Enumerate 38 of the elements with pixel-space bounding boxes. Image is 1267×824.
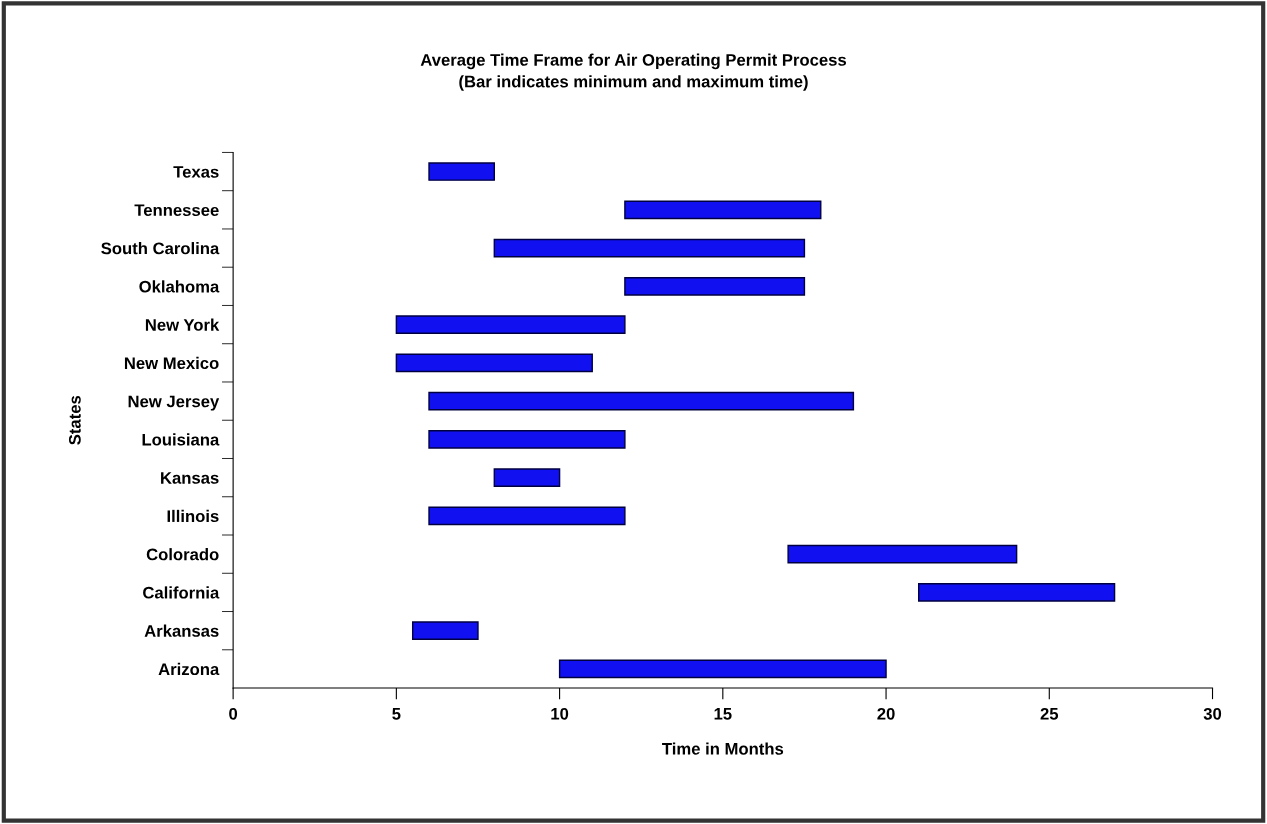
y-tick-label: New Mexico — [124, 356, 219, 370]
bar — [493, 468, 561, 487]
bar — [787, 544, 1018, 564]
bar — [428, 430, 626, 449]
x-tick-label: 10 — [551, 707, 569, 720]
x-tick-label: 20 — [877, 707, 895, 720]
x-tick-label: 15 — [714, 708, 732, 720]
y-tick-label: New York — [145, 318, 220, 331]
x-tick-label: 5 — [392, 708, 401, 720]
bar — [395, 353, 593, 373]
y-tick-label: California — [143, 586, 220, 599]
y-tick-label: Illinois — [167, 509, 219, 523]
y-tick-label: New Jersey — [128, 395, 220, 411]
chart-title: Average Time Frame for Air Operating Permit Process (Bar indicates minimum and maximum time) — [420, 53, 847, 91]
y-tick-label: Colorado — [146, 548, 219, 561]
bar — [624, 200, 822, 220]
bar — [493, 238, 806, 258]
bar — [428, 506, 626, 526]
x-axis-title: Time in Months — [662, 742, 784, 755]
bar — [411, 621, 479, 640]
bar — [558, 659, 887, 679]
bar — [428, 162, 495, 181]
bar — [624, 277, 806, 296]
x-tick-label: 0 — [229, 707, 238, 720]
y-tick-label: Kansas — [161, 472, 219, 484]
bar — [428, 391, 855, 411]
y-tick-label: South Carolina — [101, 242, 220, 255]
bar — [918, 583, 1116, 602]
y-tick-label: Tennessee — [134, 204, 219, 217]
x-tick-label: 30 — [1203, 707, 1222, 720]
y-tick-label: Arkansas — [144, 624, 219, 637]
y-tick-label: Oklahoma — [139, 280, 220, 293]
bar — [395, 315, 626, 334]
y-tick-label: Louisiana — [142, 433, 220, 446]
y-tick-label: Texas — [173, 166, 219, 178]
x-tick-label: 25 — [1040, 707, 1059, 720]
y-axis-title: States — [68, 395, 81, 445]
y-tick-label: Arizona — [158, 662, 220, 676]
